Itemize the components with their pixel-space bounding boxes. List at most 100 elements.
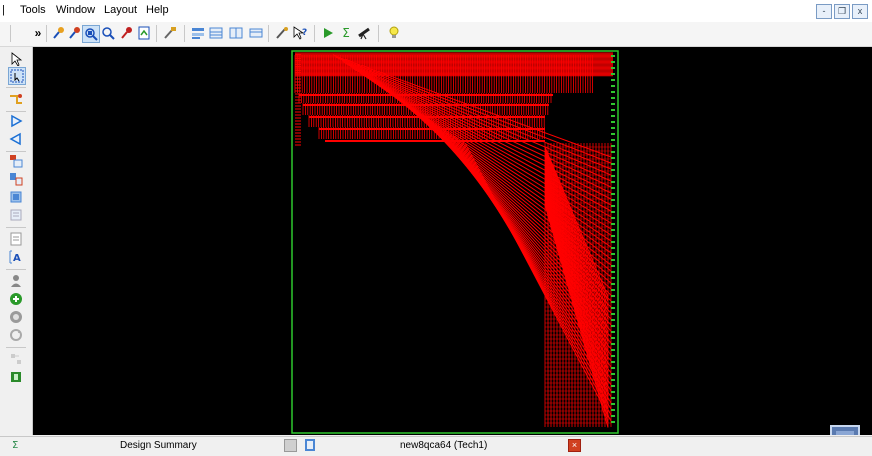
select-area-icon[interactable] [8, 67, 26, 85]
refresh-icon[interactable] [8, 327, 24, 343]
io-pad [611, 355, 615, 357]
help-pointer-icon[interactable]: ? [292, 25, 308, 41]
view-icon[interactable] [248, 25, 264, 41]
main-toolbar: » ? Σ [0, 22, 872, 47]
route-wire [544, 190, 609, 397]
route-wire [544, 168, 609, 347]
io-pad [611, 67, 615, 69]
io-pad [611, 109, 615, 111]
route-wire [458, 138, 612, 410]
person-icon[interactable] [8, 273, 24, 289]
io-pad [611, 301, 615, 303]
io-pad [611, 277, 615, 279]
route-wire [544, 200, 609, 419]
cell-icon[interactable] [8, 189, 24, 205]
io-pad [611, 319, 615, 321]
grid-icon[interactable] [228, 25, 244, 41]
restore-button[interactable]: ❐ [834, 4, 850, 19]
pan-icon[interactable] [162, 25, 178, 41]
io-pad [611, 115, 615, 117]
probe-icon[interactable] [274, 25, 290, 41]
route-wire [461, 140, 612, 416]
toolbar-separator [6, 227, 26, 228]
sum-icon[interactable]: Σ [342, 26, 350, 40]
route-wire [544, 184, 609, 383]
back-icon[interactable] [8, 113, 24, 129]
toolbar-overflow-button[interactable]: » [34, 26, 42, 40]
forward-icon[interactable] [8, 131, 24, 147]
run-icon[interactable] [320, 25, 336, 41]
route-wire [335, 56, 612, 164]
window-controls: - ❐ x [816, 4, 868, 19]
tab-design-summary[interactable]: Design Summary [120, 440, 197, 451]
io-pad [611, 409, 615, 411]
zoom-in-icon[interactable] [50, 25, 66, 41]
io-pad [611, 295, 615, 297]
io-pad [611, 139, 615, 141]
io-pad [611, 229, 615, 231]
io-pad [611, 79, 615, 81]
circle-icon[interactable] [8, 309, 24, 325]
io-pad [611, 211, 615, 213]
close-icon[interactable]: × [568, 439, 581, 452]
io-pad [611, 415, 615, 417]
io-pad [611, 391, 615, 393]
toolbar-separator [184, 25, 185, 42]
add-icon[interactable] [8, 291, 24, 307]
zoom-out-icon[interactable] [66, 25, 82, 41]
io-pad [611, 199, 615, 201]
grid-small-icon[interactable] [8, 351, 24, 367]
io-pad [611, 61, 615, 63]
route-wire [544, 148, 609, 302]
routing-wires [294, 52, 615, 428]
zoom-fit-icon[interactable] [82, 25, 100, 43]
text-icon[interactable]: A [8, 249, 24, 265]
menu-layout[interactable]: Layout [104, 4, 138, 16]
toolbar-separator [6, 269, 26, 270]
lightbulb-icon[interactable] [386, 25, 402, 41]
route-icon[interactable] [8, 91, 24, 107]
zoom-full-icon[interactable] [136, 25, 152, 41]
minimize-button[interactable]: - [816, 4, 832, 19]
route-wire [362, 74, 612, 218]
menu-handle: | [2, 4, 5, 16]
edit-icon[interactable] [8, 231, 24, 247]
route-wire [368, 78, 612, 230]
io-pad [611, 169, 615, 171]
io-pad [611, 241, 615, 243]
layer-up-icon[interactable] [190, 25, 206, 41]
scroll-down-button[interactable] [830, 425, 860, 435]
io-pad [611, 313, 615, 315]
telescope-icon[interactable] [356, 25, 372, 41]
layer-icon[interactable] [8, 207, 24, 223]
menu-tools[interactable]: Tools [20, 4, 46, 16]
route-wire [544, 174, 609, 361]
menu-window[interactable]: Window [56, 4, 96, 16]
io-pad [611, 337, 615, 339]
sigma-icon[interactable]: Σ [12, 440, 19, 451]
close-tab-icon[interactable] [284, 439, 297, 452]
zoom-select-icon[interactable] [118, 25, 134, 41]
close-button[interactable]: x [852, 4, 868, 19]
tab-layout-view[interactable]: new8qca64 (Tech1) [400, 440, 488, 451]
component-icon[interactable] [8, 369, 24, 385]
layout-canvas[interactable] [33, 47, 872, 435]
route-wire [353, 68, 612, 200]
route-wire [544, 172, 609, 356]
io-pad [611, 367, 615, 369]
io-pad [611, 259, 615, 261]
instance-icon[interactable] [8, 171, 24, 187]
toolbar-separator [156, 25, 157, 42]
route-wire [544, 156, 609, 320]
toolbar-separator [46, 25, 47, 42]
menu-bar: | Tools Window Layout Help - ❐ x [0, 0, 872, 22]
menu-help[interactable]: Help [146, 4, 169, 16]
design-boundary [291, 50, 619, 434]
place-icon[interactable] [8, 153, 24, 169]
layer-down-icon[interactable] [208, 25, 224, 41]
select-arrow-icon[interactable] [8, 51, 24, 67]
io-pad [611, 133, 615, 135]
io-pad [611, 97, 615, 99]
zoom-area-icon[interactable] [100, 25, 116, 41]
route-wire [544, 170, 609, 352]
